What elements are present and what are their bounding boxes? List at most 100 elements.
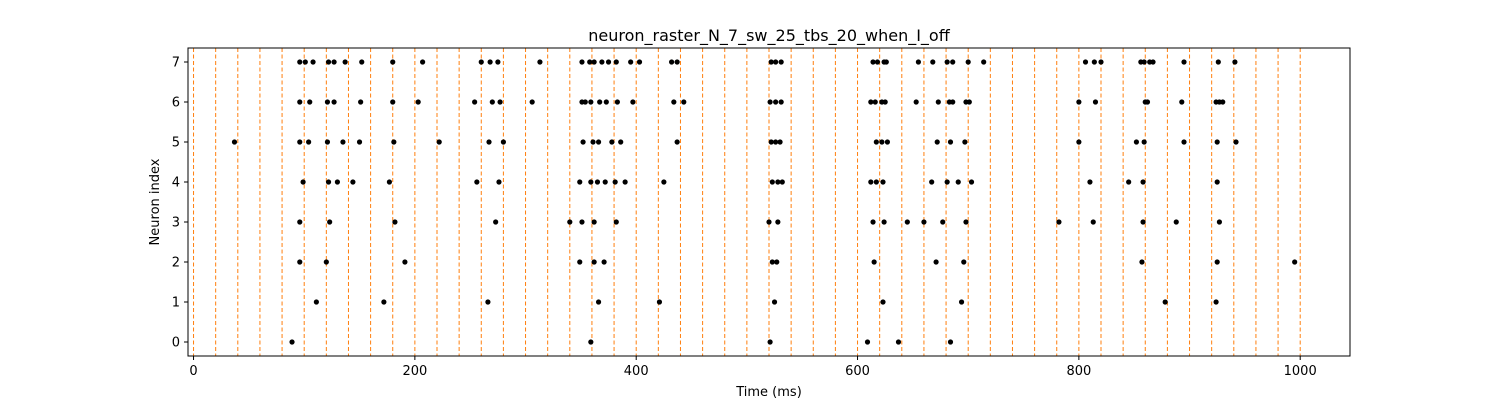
spike-point xyxy=(613,219,619,225)
spike-point xyxy=(1140,179,1146,185)
spike-point xyxy=(579,219,585,225)
spike-point xyxy=(1214,179,1220,185)
spike-point xyxy=(297,259,303,265)
spike-point xyxy=(487,59,493,65)
spike-point xyxy=(879,139,885,145)
spike-point xyxy=(930,59,936,65)
x-axis-ticks: 0 200 400 600 800 1000 xyxy=(189,356,1317,379)
spike-point xyxy=(1181,59,1187,65)
spike-point xyxy=(1082,59,1089,65)
x-tick-label: 600 xyxy=(845,364,870,379)
spike-point xyxy=(529,99,535,105)
spike-point xyxy=(864,339,871,345)
y-axis-label: Neuron index xyxy=(148,158,163,245)
spike-point xyxy=(1091,59,1097,65)
spike-point xyxy=(297,139,303,145)
spike-point xyxy=(472,99,478,105)
spike-point xyxy=(1292,259,1298,265)
spike-point xyxy=(769,179,775,185)
spike-point xyxy=(1098,59,1104,65)
spike-point xyxy=(771,299,778,305)
spike-point xyxy=(933,259,939,265)
spike-point xyxy=(774,259,780,265)
spike-point xyxy=(929,179,935,185)
spike-point xyxy=(1179,99,1185,105)
spike-point xyxy=(331,99,337,105)
spike-point xyxy=(669,59,675,65)
spike-point xyxy=(766,219,772,225)
spike-point xyxy=(340,139,346,145)
spike-point xyxy=(895,339,902,345)
spike-point xyxy=(769,259,775,265)
spike-point xyxy=(597,99,603,105)
spike-point xyxy=(868,179,874,185)
spike-point xyxy=(1133,139,1140,145)
spike-point xyxy=(567,219,573,225)
spike-point xyxy=(1076,139,1082,145)
vertical-lines-group xyxy=(193,48,1301,356)
spike-point xyxy=(963,219,969,225)
spike-point xyxy=(618,139,624,145)
spike-point xyxy=(871,259,877,265)
spike-point xyxy=(981,59,987,65)
x-tick-label: 1000 xyxy=(1284,364,1317,379)
spike-point xyxy=(489,99,495,105)
spike-point xyxy=(356,139,363,145)
spike-point xyxy=(628,59,634,65)
spike-point xyxy=(306,139,312,145)
spike-point xyxy=(310,59,316,65)
spike-point xyxy=(602,179,608,185)
spike-point xyxy=(950,59,956,65)
spike-point xyxy=(1144,99,1151,105)
spike-point xyxy=(588,179,594,185)
spike-point xyxy=(1232,59,1238,65)
spike-point xyxy=(966,99,972,105)
spike-point xyxy=(587,59,593,65)
spike-point xyxy=(588,339,594,345)
spike-point xyxy=(1162,299,1168,305)
spike-point xyxy=(873,179,879,185)
spike-point xyxy=(605,59,612,65)
spike-point xyxy=(622,179,628,185)
spike-point xyxy=(392,219,398,225)
spike-point xyxy=(612,179,618,185)
y-tick-label: 0 xyxy=(172,336,180,351)
spike-point xyxy=(436,139,442,145)
spike-point xyxy=(915,59,922,65)
spike-point xyxy=(934,139,940,145)
spike-point xyxy=(537,59,543,65)
spike-point xyxy=(390,59,396,65)
spike-point xyxy=(334,179,340,185)
spike-point xyxy=(904,219,910,225)
spike-point xyxy=(965,59,971,65)
spike-point xyxy=(591,59,597,65)
spike-point xyxy=(884,139,891,145)
spike-point xyxy=(601,259,607,265)
spike-point xyxy=(577,179,583,185)
spike-point xyxy=(1214,259,1220,265)
spike-point xyxy=(595,299,602,305)
spike-point xyxy=(590,139,596,145)
spike-point xyxy=(880,179,886,185)
spike-point xyxy=(773,59,779,65)
spike-point xyxy=(883,59,889,65)
spike-point xyxy=(609,139,615,145)
x-tick-label: 0 xyxy=(189,364,197,379)
spike-point xyxy=(1214,139,1220,145)
spike-point xyxy=(495,59,501,65)
spike-point xyxy=(630,99,636,105)
spike-point xyxy=(358,99,364,105)
spike-point xyxy=(591,219,597,225)
spike-point xyxy=(1090,219,1096,225)
spike-point xyxy=(1087,179,1093,185)
spike-point xyxy=(325,59,332,65)
spike-point xyxy=(1150,59,1156,65)
spike-point xyxy=(588,99,594,105)
spike-point xyxy=(874,59,881,65)
spike-point xyxy=(1141,139,1147,145)
spike-point xyxy=(880,299,886,305)
spike-point xyxy=(935,99,941,105)
spike-point xyxy=(350,179,356,185)
spike-point xyxy=(307,99,313,105)
spike-point xyxy=(921,219,927,225)
